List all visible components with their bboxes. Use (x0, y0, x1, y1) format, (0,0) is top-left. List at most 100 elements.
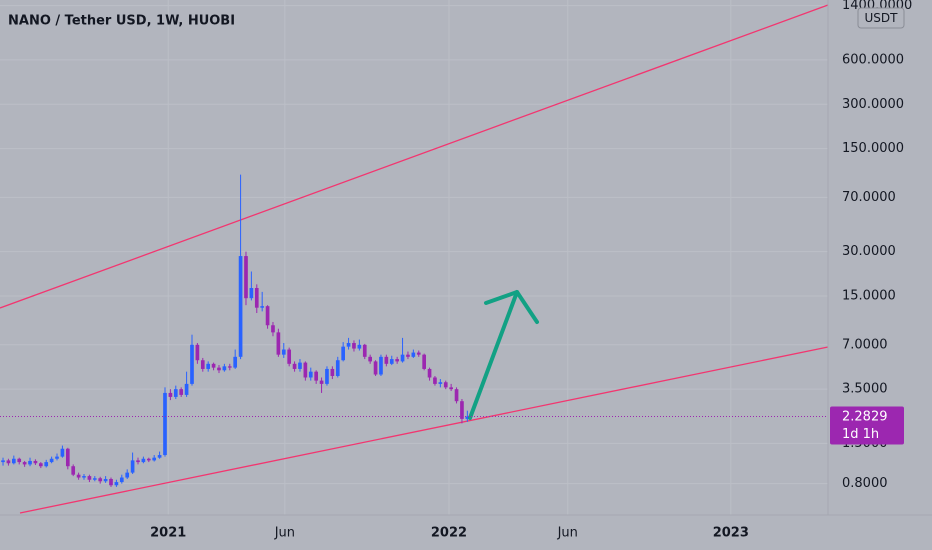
candle-body (379, 356, 383, 375)
candle-body (179, 389, 184, 395)
candle-body (352, 342, 356, 349)
candle-body (17, 458, 22, 463)
candle-body (308, 371, 313, 378)
x-tick-label: Jun (557, 526, 578, 541)
candle-body (44, 462, 49, 467)
candle-body (82, 476, 86, 478)
y-tick-label: 70.0000 (842, 190, 896, 205)
candles (1, 174, 470, 487)
candle-body (368, 356, 372, 362)
candle-body (238, 256, 243, 357)
candle-body (341, 346, 345, 361)
candle-body (411, 352, 416, 357)
y-tick-label: 600.0000 (842, 52, 904, 67)
y-tick-label: 7.0000 (842, 337, 888, 352)
candle-body (103, 478, 108, 482)
candle-body (416, 352, 421, 355)
candle-body (433, 377, 437, 384)
candle-body (373, 361, 378, 375)
candle-body (303, 362, 308, 378)
candle-body (357, 344, 362, 349)
candle-body (260, 306, 265, 308)
candle-body (384, 356, 389, 364)
arrow (468, 290, 539, 420)
candle-body (244, 256, 248, 299)
candle-body (346, 342, 351, 347)
candle-body (125, 472, 130, 478)
y-tick-label: 3.5000 (842, 382, 888, 397)
candle-body (130, 460, 135, 473)
candle-body (38, 463, 43, 467)
y-tick-label: 0.8000 (842, 476, 888, 491)
candle-body (141, 458, 146, 463)
candle-body (22, 462, 27, 465)
candle-body (136, 460, 140, 463)
candle-body (11, 458, 16, 464)
candle-body (119, 477, 124, 483)
candle-body (292, 363, 297, 369)
candle-body (465, 416, 470, 419)
candle-body (163, 392, 167, 456)
candle-body (184, 383, 189, 395)
candle-body (335, 360, 340, 376)
candle-body (314, 371, 319, 381)
candle-body (406, 354, 410, 357)
x-tick-label: 2023 (713, 526, 749, 541)
grid (0, 0, 828, 515)
candle-body (55, 456, 59, 459)
candle-body (460, 401, 464, 419)
candle-body (449, 387, 453, 390)
candle-body (173, 389, 178, 397)
y-tick-label: 30.0000 (842, 244, 896, 259)
candle-body (217, 367, 221, 371)
arrow-shaft (468, 290, 519, 420)
candle-body (222, 366, 227, 371)
upper-trend-line (0, 4, 829, 309)
candle-body (76, 474, 81, 478)
candle-body (438, 382, 443, 384)
candle-body (276, 332, 281, 355)
last-price-label: 2.2829 (842, 410, 888, 425)
candle-body (152, 457, 157, 461)
candle-body (71, 466, 76, 475)
candle-body (109, 478, 113, 486)
candle-body (233, 356, 238, 368)
y-tick-label: 15.0000 (842, 289, 896, 304)
candle-body (92, 478, 97, 480)
candle-body (98, 478, 103, 482)
chart-title: NANO / Tether USD, 1W, HUOBI (8, 14, 235, 29)
candle-body (427, 368, 432, 378)
candle-body (195, 344, 200, 361)
candle-body (87, 476, 92, 480)
candle-body (1, 460, 5, 463)
candle-body (249, 288, 254, 299)
unit-label: USDT (865, 11, 899, 25)
candle-body (254, 288, 259, 308)
candle-body (114, 482, 119, 486)
y-tick-label: 300.0000 (842, 97, 904, 112)
candle-body (200, 360, 205, 369)
candle-body (157, 455, 162, 458)
candle-body (211, 363, 216, 368)
candle-body (33, 460, 38, 464)
candle-body (400, 354, 405, 362)
candle-body (389, 359, 394, 364)
arrow-head (484, 290, 539, 324)
candle-body (298, 362, 302, 369)
candle-body (281, 349, 286, 355)
candle-body (168, 392, 173, 397)
y-tick-label: 150.0000 (842, 141, 904, 156)
candle-body (319, 380, 324, 384)
countdown-label: 1d 1h (842, 427, 879, 442)
x-tick-label: Jun (274, 526, 295, 541)
candle-body (60, 448, 65, 457)
x-tick-label: 2021 (150, 526, 186, 541)
price-marker: 2.2829 1d 1h (0, 406, 904, 445)
last-price-box (830, 406, 904, 445)
candle-body (395, 359, 399, 362)
x-tick-label: 2022 (431, 526, 467, 541)
candle-body (422, 354, 426, 369)
candle-body (443, 382, 448, 388)
candle-body (454, 389, 459, 402)
